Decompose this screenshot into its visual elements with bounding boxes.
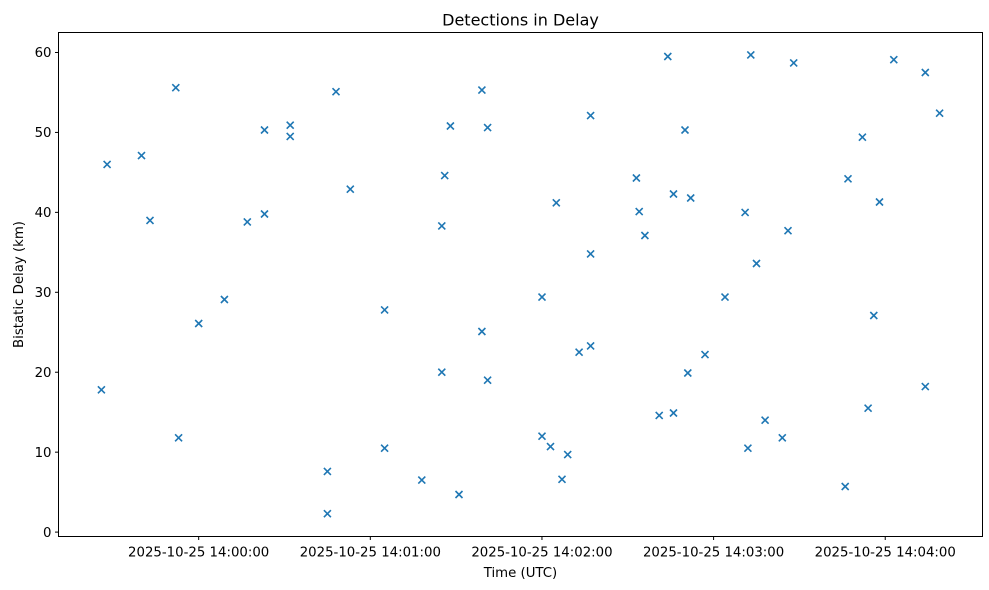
x-marker [477, 86, 486, 95]
x-marker [380, 305, 389, 314]
y-tick-label: 10 [35, 446, 52, 461]
x-marker [683, 368, 692, 378]
x-marker [417, 476, 426, 485]
x-marker [686, 193, 695, 203]
x-marker [454, 490, 464, 499]
x-marker [537, 432, 547, 441]
plot-area-border [58, 32, 983, 537]
x-marker [97, 385, 106, 394]
x-marker [841, 482, 850, 491]
x-marker [843, 174, 853, 183]
x-marker [137, 151, 146, 160]
x-marker [145, 216, 155, 225]
x-marker [663, 52, 672, 61]
x-marker [446, 121, 455, 131]
x-marker [720, 293, 730, 302]
x-marker [286, 132, 295, 141]
x-tick-label: 2025-10-25 14:01:00 [300, 546, 441, 561]
x-marker [575, 348, 584, 357]
x-marker [286, 121, 295, 130]
x-marker [869, 311, 878, 320]
data-points [97, 50, 944, 518]
x-marker [700, 350, 710, 359]
x-marker [103, 160, 112, 169]
x-marker [483, 376, 492, 385]
x-axis-label: Time (UTC) [483, 566, 558, 581]
x-marker [586, 111, 595, 120]
x-marker [655, 411, 664, 420]
x-marker [220, 295, 229, 304]
x-marker [875, 197, 884, 207]
y-axis-ticks: 0 10 20 30 40 50 60 [35, 46, 59, 541]
x-marker [789, 58, 798, 67]
x-marker [440, 171, 449, 180]
x-marker [864, 404, 873, 413]
x-marker [778, 433, 787, 442]
x-marker [194, 319, 203, 328]
x-marker [921, 68, 930, 77]
x-marker [858, 133, 867, 142]
x-marker [243, 217, 252, 226]
x-marker [260, 125, 269, 135]
x-tick-label: 2025-10-25 14:00:00 [128, 546, 269, 561]
x-marker [563, 450, 572, 459]
y-axis-label: Bistatic Delay (km) [12, 221, 27, 348]
x-marker [323, 509, 332, 518]
x-tick-label: 2025-10-25 14:04:00 [815, 546, 956, 561]
y-tick-label: 50 [35, 126, 52, 141]
x-marker [669, 189, 678, 199]
x-marker [669, 408, 678, 418]
x-marker [260, 209, 269, 219]
x-marker [331, 87, 341, 96]
x-tick-label: 2025-10-25 14:03:00 [643, 546, 784, 561]
x-marker [889, 55, 898, 64]
x-marker [323, 467, 332, 476]
x-marker [746, 50, 755, 59]
chart-title: Detections in Delay [442, 11, 599, 30]
x-marker [632, 173, 641, 183]
x-marker [640, 231, 649, 240]
x-marker [477, 327, 486, 336]
x-marker [552, 198, 561, 207]
x-marker [783, 226, 793, 235]
y-tick-label: 0 [43, 526, 51, 541]
x-marker [635, 207, 644, 216]
x-marker [680, 125, 690, 135]
x-marker [483, 123, 492, 132]
x-marker [171, 83, 180, 92]
y-tick-label: 20 [35, 366, 52, 381]
x-marker [741, 208, 750, 217]
x-marker [174, 433, 183, 442]
x-tick-label: 2025-10-25 14:02:00 [471, 546, 612, 561]
y-tick-label: 40 [35, 206, 52, 221]
x-marker [546, 442, 555, 451]
y-tick-label: 60 [35, 46, 52, 61]
x-marker [921, 382, 930, 391]
x-marker [586, 341, 595, 350]
x-marker [346, 185, 355, 194]
x-marker [537, 293, 547, 302]
x-marker [437, 221, 446, 230]
x-marker [437, 368, 446, 377]
y-tick-label: 30 [35, 286, 52, 301]
x-axis-ticks: 2025-10-25 14:00:00 2025-10-25 14:01:00 20… [128, 536, 956, 561]
x-marker [586, 249, 595, 258]
x-marker [752, 259, 761, 268]
x-marker [743, 444, 752, 453]
x-marker [557, 475, 567, 484]
x-marker [935, 109, 944, 118]
x-marker [761, 416, 770, 425]
x-marker [380, 444, 389, 453]
